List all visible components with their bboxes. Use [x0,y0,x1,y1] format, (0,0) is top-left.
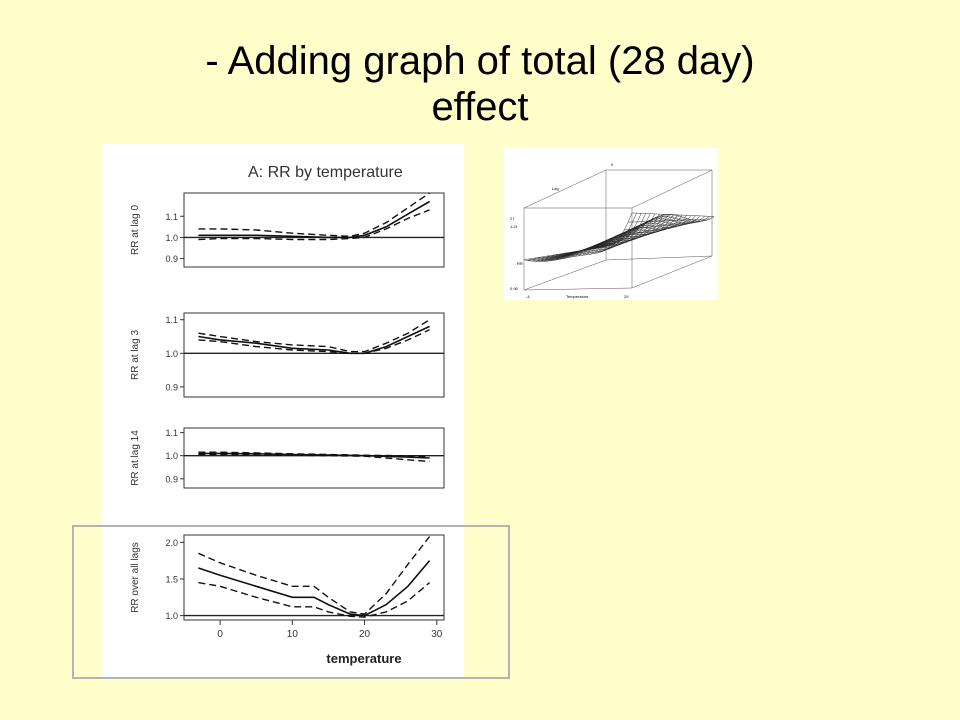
figure-title: A: RR by temperature [248,164,403,181]
mesh-line [628,218,711,223]
y-axis-label: RR at lag 0 [130,205,141,255]
rr-panels-svg: A: RR by temperature 0.9 1.0 1.1 RR at lag … [130,164,445,666]
x-tick-label: 20 [359,629,371,640]
panel-rr-at-lag-14: 0.9 1.0 1.1 RR at lag 14 [130,427,445,489]
mesh-line [604,218,688,251]
lower-ci-line [198,329,430,355]
y-tick-label: 1.5 [165,574,178,584]
mesh-line [537,213,646,259]
y-axis-label: RR at lag 14 [130,430,141,486]
slide-title-line-2: effect [431,85,529,129]
y-tick-label: 1.0 [165,611,178,621]
y-tick-label: 1.0 [165,451,178,461]
box-edge [523,169,607,209]
y-tick-label: 2.0 [165,538,178,548]
surface-z-max: 1.21 [510,224,519,229]
panel-frame [183,312,445,398]
x-axis-label: temperature [326,651,401,666]
mesh-line [620,220,703,237]
upper-ci-line [198,192,430,238]
surface-axis-top: 0 [611,162,614,167]
panel-frame [183,534,445,621]
box-edge [605,255,713,261]
x-tick-label: 10 [287,629,299,640]
slide-title-line-1: - Adding graph of total (28 day) [205,39,755,83]
box-edge [523,287,633,291]
panel-rr-at-lag-0: 0.9 1.0 1.1 RR at lag 0 [130,192,445,268]
lower-ci-line [198,581,431,618]
mesh-line [531,243,614,262]
upper-ci-line [198,319,430,353]
surface-axis-lag: Lag [552,186,559,191]
lower-ci-line [198,453,430,463]
mesh-line [631,212,715,217]
x-tick-label: 30 [431,629,443,640]
surface-x-min: -4 [526,294,530,299]
mesh-line [612,220,695,246]
y-axis-label: RR at lag 3 [130,330,141,380]
mesh-line [542,213,651,258]
y-tick-label: 0.9 [165,474,178,484]
y-axis-label: RR over all lags [130,542,141,613]
panel-rr-over-all-lags: 1.0 1.5 2.0 RR over all lags [130,534,445,621]
mesh-line [624,220,707,231]
mesh-line [574,216,657,257]
mesh-line [546,213,655,257]
panel-frame [183,427,445,489]
surface-box [523,169,713,291]
y-tick-label: 1.1 [165,315,178,325]
box-edge [631,169,713,209]
mesh-line [577,215,661,257]
y-tick-label: 1.1 [165,428,178,438]
mesh-line [528,213,637,261]
estimate-line [198,560,431,617]
mesh-line [581,214,665,256]
panel-frame [183,192,445,268]
lower-ci-line [198,209,430,241]
mesh-line [597,215,680,254]
mesh-line [593,214,676,255]
y-tick-label: 0.9 [165,254,178,264]
y-tick-label: 0.9 [165,382,178,392]
rr-by-temperature-figure: A: RR by temperature 0.9 1.0 1.1 RR at lag … [102,143,464,678]
slide-title: - Adding graph of total (28 day) effect [0,38,960,130]
surface-z-label: RR [517,261,523,266]
mesh-line [527,245,610,261]
estimate-line [198,325,430,355]
surface-plot-figure: 0 Lag 27 1.21 RR 0.96 -4 Temperature 29 [504,148,718,300]
y-tick-label: 1.1 [165,212,178,222]
surface-mesh [523,212,715,262]
estimate-line [198,200,431,239]
surface-x-max: 29 [624,294,629,299]
mesh-line [533,213,642,260]
mesh-line [564,214,674,254]
y-tick-label: 1.0 [165,349,178,359]
x-axis: 0 10 20 30 [217,620,443,640]
y-tick-label: 1.0 [165,233,178,243]
mesh-line [585,214,668,256]
panels-group: 0.9 1.0 1.1 RR at lag 0 0.9 1.0 1.1 RR at lag 3… [130,192,445,621]
box-edge [631,255,713,289]
surface-plot-svg: 0 Lag 27 1.21 RR 0.96 -4 Temperature 29 [510,162,715,299]
surface-z-min: 0.96 [510,286,519,291]
box-edge [523,259,607,291]
upper-ci-line [198,536,431,615]
upper-ci-line [198,451,430,458]
panel-rr-at-lag-3: 0.9 1.0 1.1 RR at lag 3 [130,312,445,398]
surface-x-label: Temperature [566,294,589,299]
x-tick-label: 0 [217,629,223,640]
surface-lag-max: 27 [510,216,515,221]
